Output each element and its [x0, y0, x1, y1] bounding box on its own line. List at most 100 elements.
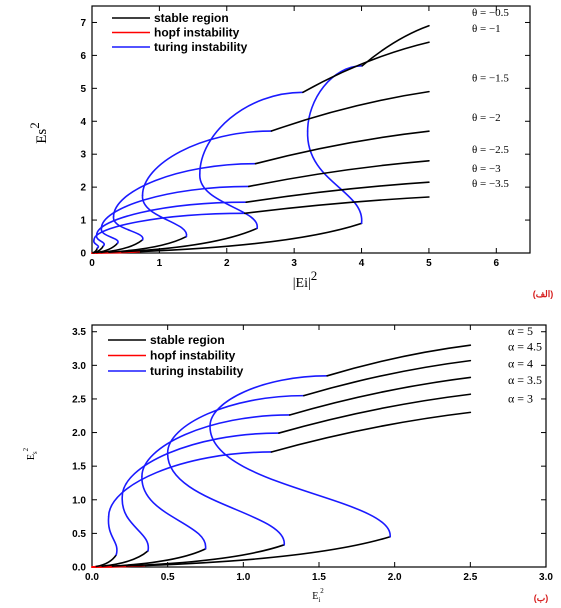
curves — [91, 24, 430, 254]
x-tick-label: 2.5 — [463, 572, 477, 583]
x-axis-label-exp: 2 — [320, 587, 324, 595]
series-label: θ = −1 — [472, 23, 501, 35]
series-label: α = 4 — [508, 356, 533, 370]
legend-entry: stable region — [150, 333, 225, 347]
turing-upper-branch — [112, 162, 257, 218]
stable-upper-branch — [270, 411, 472, 453]
series-label: α = 3.5 — [508, 373, 542, 387]
y-tick-label: 6 — [80, 51, 86, 62]
y-tick-label: 0 — [80, 249, 86, 260]
stable-lower-branch — [139, 222, 363, 253]
stable-upper-branch — [278, 393, 472, 434]
turing-middle-branch — [141, 475, 207, 550]
legend-entry: hopf instability — [150, 349, 236, 363]
x-tick-label: 2.0 — [388, 572, 402, 583]
stable-lower-branch — [95, 554, 118, 568]
y-tick-label: 1 — [80, 216, 86, 227]
x-axis-label: |Ei|2 — [293, 268, 318, 291]
stable-upper-branch — [243, 196, 430, 215]
turing-middle-branch — [95, 234, 106, 247]
y-tick-label: 2.0 — [72, 428, 86, 439]
stable-lower-branch — [108, 235, 188, 253]
turing-upper-branch — [93, 212, 246, 241]
y-tick-label: 3 — [80, 150, 86, 161]
y-tick-label: 7 — [80, 18, 86, 29]
y-axis-label-exp: 2 — [22, 447, 30, 451]
series-label: θ = −1.5 — [472, 73, 509, 85]
y-tick-label: 4 — [80, 117, 86, 128]
series-label: α = 3 — [508, 391, 533, 405]
turing-upper-branch — [199, 91, 304, 175]
y-tick-label: 0.5 — [72, 529, 86, 540]
x-axis-label: Ei2 — [312, 587, 324, 604]
x-axis-label-sub: i — [318, 596, 320, 604]
stable-upper-branch — [270, 90, 430, 132]
series-label: θ = −3 — [472, 163, 501, 175]
x-tick-label: 0.5 — [161, 572, 175, 583]
turing-middle-branch — [100, 227, 119, 244]
x-tick-label: 6 — [494, 258, 500, 269]
y-tick-label: 1.0 — [72, 495, 86, 506]
y-axis-label-sub: s — [31, 451, 39, 454]
series-label: α = 4.5 — [508, 340, 542, 354]
legend-entry: hopf instability — [154, 26, 240, 40]
turing-middle-branch — [209, 425, 391, 538]
series-label: θ = −2 — [472, 112, 501, 124]
stable-lower-branch — [125, 544, 285, 567]
chart-panel-2: 0.0 0.5 1.0 1.5 2.0 2.5 3.0 0.0 0.5 1.0 1.5 2.0 2.5 3… — [22, 324, 553, 604]
stable-lower-branch — [120, 227, 258, 253]
series-label: θ = −2.5 — [472, 144, 509, 156]
y-axis-label-main: Es — [34, 129, 50, 144]
turing-upper-branch — [95, 201, 248, 236]
turing-middle-branch — [112, 215, 144, 241]
y-tick-label: 1.5 — [72, 462, 86, 473]
x-tick-label: 2 — [224, 258, 230, 269]
stable-lower-branch — [100, 239, 144, 254]
y-tick-label: 5 — [80, 84, 86, 95]
y-tick-label: 3.0 — [72, 361, 86, 372]
turing-middle-branch — [92, 239, 100, 249]
stable-upper-branch — [254, 130, 430, 165]
x-tick-label: 0 — [89, 258, 95, 269]
stable-lower-branch — [111, 548, 207, 567]
series-label: θ = −3.5 — [472, 178, 509, 190]
stable-upper-branch — [248, 159, 430, 188]
legend-entry: turing instability — [154, 40, 248, 54]
y-axis-label: Es2 — [27, 122, 50, 144]
y-axis-label: Es2 — [22, 447, 39, 460]
y-axis-label-main: E — [26, 454, 37, 460]
panel-label: (ب) — [534, 593, 548, 604]
x-tick-label: 1.5 — [312, 572, 326, 583]
y-axis-label-exp: 2 — [27, 122, 42, 129]
x-tick-label: 3 — [291, 258, 297, 269]
x-tick-label: 3.0 — [539, 572, 553, 583]
turing-upper-branch — [121, 432, 280, 498]
y-tick-label: 0.0 — [72, 563, 86, 574]
turing-middle-branch — [166, 451, 285, 546]
turing-middle-branch — [121, 495, 149, 552]
x-tick-label: 1.0 — [236, 572, 250, 583]
stable-lower-branch — [101, 550, 149, 567]
series-label: θ = −0.5 — [472, 7, 509, 19]
x-tick-label: 5 — [426, 258, 432, 269]
turing-middle-branch — [141, 194, 188, 238]
plot-frame — [91, 5, 531, 254]
stable-lower-branch — [95, 242, 119, 254]
stable-upper-branch — [326, 344, 472, 377]
turing-upper-branch — [100, 185, 250, 230]
turing-upper-branch — [166, 394, 305, 454]
stable-upper-branch — [288, 376, 472, 416]
curves — [91, 344, 472, 568]
legend-entry: turing instability — [150, 364, 244, 378]
stable-lower-branch — [144, 535, 391, 567]
y-tick-label: 2 — [80, 183, 86, 194]
y-tick-label: 2.5 — [72, 394, 86, 405]
x-axis-label-main: E — [312, 591, 318, 602]
x-axis-label-main: |Ei| — [293, 276, 311, 291]
legend-entry: stable region — [154, 11, 229, 25]
stable-upper-branch — [303, 359, 472, 397]
x-tick-label: 1 — [157, 258, 163, 269]
turing-upper-branch — [209, 375, 328, 427]
